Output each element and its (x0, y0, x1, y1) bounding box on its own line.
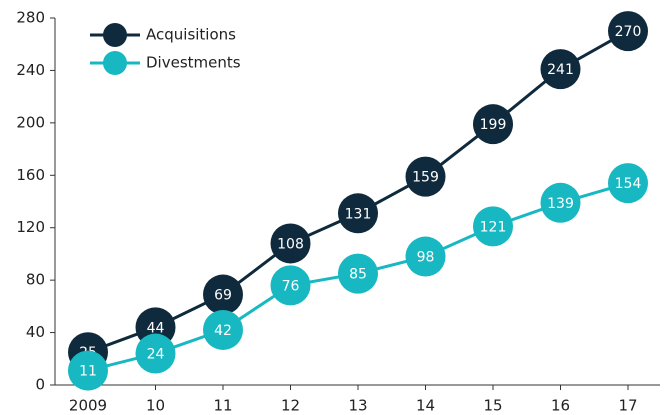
data-point (270, 223, 311, 264)
y-tick-label: 240 (16, 61, 45, 79)
data-label: 69 (214, 288, 232, 304)
data-point (270, 265, 311, 306)
x-tick-label: 2009 (69, 397, 107, 415)
data-label: 85 (349, 267, 367, 283)
x-tick-label: 15 (483, 397, 502, 415)
data-point (540, 182, 581, 223)
y-tick-label: 0 (35, 376, 45, 394)
data-point (338, 253, 378, 294)
data-point (405, 236, 446, 277)
data-label: 131 (345, 206, 372, 222)
data-label: 108 (277, 236, 304, 252)
data-point (473, 206, 513, 247)
x-tick-label: 12 (281, 397, 300, 415)
data-point (68, 350, 108, 391)
data-label: 121 (480, 219, 507, 235)
data-label: 98 (417, 250, 435, 266)
data-point (473, 104, 513, 145)
data-point (608, 163, 648, 204)
data-label: 24 (147, 347, 165, 363)
data-label: 42 (214, 323, 232, 339)
data-label: 139 (547, 196, 574, 212)
y-tick-label: 80 (26, 271, 45, 289)
data-point (203, 309, 243, 350)
y-tick-label: 120 (16, 218, 45, 236)
x-tick-label: 17 (618, 397, 637, 415)
data-label: 241 (547, 62, 574, 78)
data-point (135, 333, 176, 374)
x-tick-label: 14 (416, 397, 435, 415)
x-tick-label: 13 (348, 397, 367, 415)
data-point (405, 156, 446, 197)
data-label: 44 (147, 320, 165, 336)
data-label: 76 (282, 278, 300, 294)
data-label: 159 (412, 170, 439, 186)
x-tick-label: 16 (551, 397, 570, 415)
y-tick-label: 160 (16, 166, 45, 184)
y-tick-label: 40 (26, 323, 45, 341)
legend-marker (103, 51, 127, 75)
data-point (338, 193, 378, 234)
y-tick-label: 200 (16, 113, 45, 131)
data-point (540, 49, 581, 90)
x-tick-label: 11 (213, 397, 232, 415)
data-point (608, 11, 648, 52)
legend-label: Divestments (146, 54, 241, 72)
legend-label: Acquisitions (146, 26, 236, 44)
data-label: 270 (615, 24, 642, 40)
data-point (203, 274, 243, 315)
data-label: 199 (480, 117, 507, 133)
legend-marker (103, 23, 127, 47)
data-label: 154 (615, 176, 642, 192)
y-tick-label: 280 (16, 9, 45, 27)
data-label: 11 (79, 364, 97, 380)
x-tick-label: 10 (146, 397, 165, 415)
